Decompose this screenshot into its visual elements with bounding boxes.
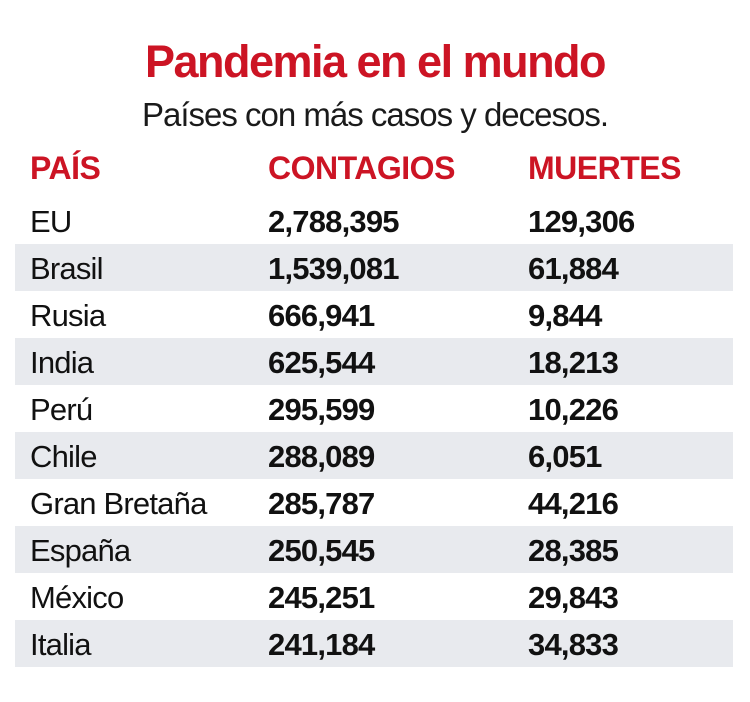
table-row: Italia 241,184 34,833 (15, 620, 733, 667)
country-cell: Rusia (30, 298, 106, 333)
table-row: España 250,545 28,385 (15, 526, 733, 573)
table-row: EU 2,788,395 129,306 (15, 197, 733, 244)
cases-cell: 288,089 (268, 439, 375, 474)
table-row: India 625,544 18,213 (15, 338, 733, 385)
deaths-cell: 129,306 (528, 204, 635, 239)
country-cell: Italia (30, 627, 91, 662)
table-header: PAÍS CONTAGIOS MUERTES (15, 150, 733, 194)
table-row: Rusia 666,941 9,844 (15, 291, 733, 338)
table-row: México 245,251 29,843 (15, 573, 733, 620)
cases-cell: 2,788,395 (268, 204, 400, 239)
cases-cell: 295,599 (268, 392, 375, 427)
table-row: Gran Bretaña 285,787 44,216 (15, 479, 733, 526)
table-body: EU 2,788,395 129,306 Brasil 1,539,081 61,884 R… (15, 197, 733, 667)
cases-cell: 245,251 (268, 580, 375, 615)
cases-cell: 625,544 (268, 345, 375, 380)
cases-cell: 241,184 (268, 627, 375, 662)
cases-cell: 666,941 (268, 298, 375, 333)
country-cell: Perú (30, 392, 93, 427)
column-header-contagios: CONTAGIOS (268, 150, 455, 186)
country-cell: India (30, 345, 94, 380)
country-cell: Gran Bretaña (30, 486, 207, 521)
column-header-pais: PAÍS (30, 150, 101, 186)
page-subtitle: Países con más casos y decesos. (141, 96, 609, 133)
deaths-cell: 28,385 (528, 533, 619, 568)
country-cell: EU (30, 204, 72, 239)
table-row: Chile 288,089 6,051 (15, 432, 733, 479)
column-header-muertes: MUERTES (528, 150, 681, 186)
deaths-cell: 61,884 (528, 251, 619, 286)
deaths-cell: 34,833 (528, 627, 619, 662)
page-title: Pandemia en el mundo (144, 36, 607, 87)
table-row: Brasil 1,539,081 61,884 (15, 244, 733, 291)
country-cell: España (30, 533, 131, 568)
deaths-cell: 18,213 (528, 345, 619, 380)
country-cell: Brasil (30, 251, 104, 286)
cases-cell: 250,545 (268, 533, 375, 568)
cases-cell: 285,787 (268, 486, 375, 521)
deaths-cell: 9,844 (528, 298, 602, 333)
deaths-cell: 6,051 (528, 439, 602, 474)
deaths-cell: 44,216 (528, 486, 619, 521)
country-cell: México (30, 580, 124, 615)
deaths-cell: 29,843 (528, 580, 619, 615)
deaths-cell: 10,226 (528, 392, 619, 427)
cases-cell: 1,539,081 (268, 251, 400, 286)
table-row: Perú 295,599 10,226 (15, 385, 733, 432)
country-cell: Chile (30, 439, 97, 474)
